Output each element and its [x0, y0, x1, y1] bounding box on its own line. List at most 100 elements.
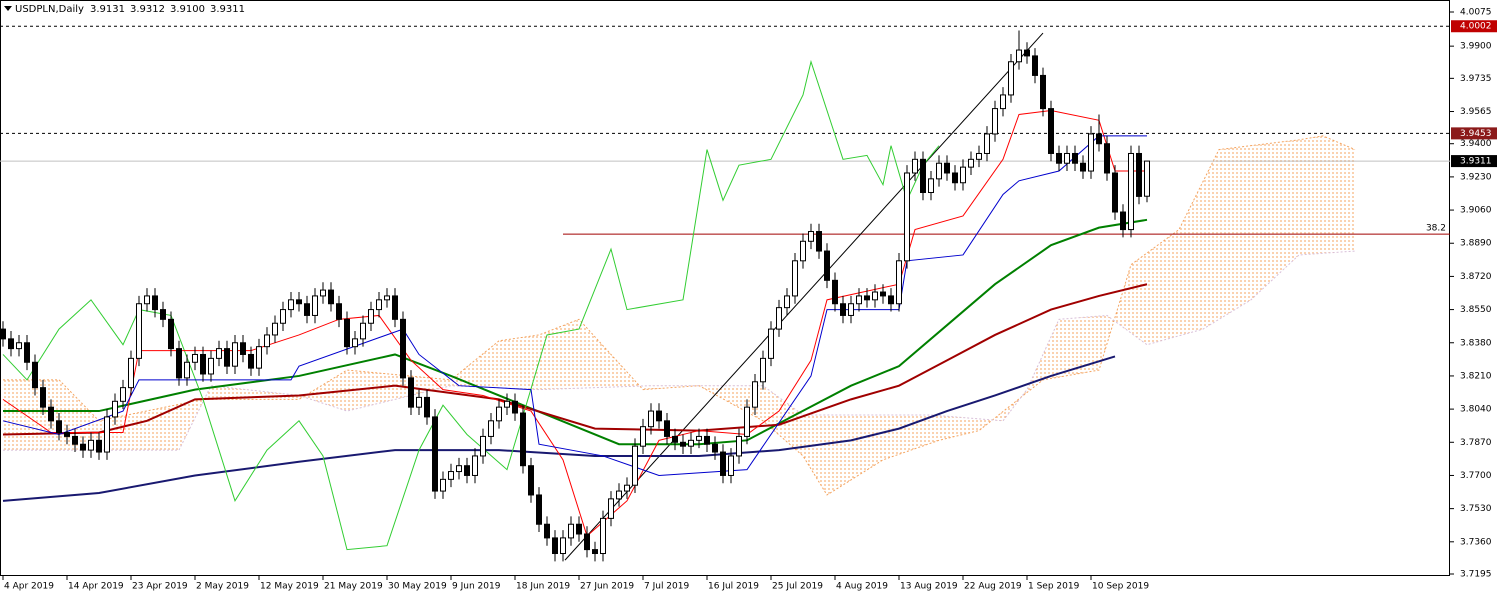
y-tick-label: 3.9735 [1460, 74, 1492, 84]
candle-body [808, 231, 814, 242]
chart-title: USDPLN,Daily [15, 4, 84, 15]
y-tick-label: 3.7360 [1460, 537, 1492, 547]
candle-body [1128, 152, 1134, 231]
candle-body [368, 309, 374, 324]
indicator-line [3, 218, 1148, 446]
candle-body [48, 406, 54, 422]
x-tick-label: 4 Apr 2019 [4, 582, 54, 592]
y-tick-label: 3.8890 [1460, 239, 1492, 249]
candle-body [976, 152, 982, 160]
cloud-fill [3, 135, 1355, 495]
plot-layer: 38.2 [0, 25, 1450, 562]
candle-body [8, 338, 14, 350]
candle-body [880, 291, 886, 297]
candle-body [896, 260, 902, 305]
candle-body [1080, 162, 1086, 172]
candle-body [1016, 49, 1022, 63]
candle-body [680, 441, 686, 447]
candle-body [776, 307, 782, 330]
x-tick-label: 18 Jun 2019 [516, 582, 570, 592]
indicator-line [2, 110, 1147, 537]
candle-body [1048, 108, 1054, 154]
candle-body [88, 439, 94, 451]
candle-body [616, 490, 622, 500]
x-tick-label: 27 Jun 2019 [580, 582, 634, 592]
candle-body [1040, 74, 1046, 110]
candle-body [64, 432, 70, 437]
candle-body [96, 439, 102, 453]
x-tick-label: 10 Sep 2019 [1092, 582, 1149, 592]
x-tick-label: 30 May 2019 [388, 582, 447, 592]
candle-body [872, 291, 878, 301]
candle-body [1056, 152, 1062, 164]
candle-body [664, 420, 670, 437]
candle-body [544, 523, 550, 539]
candle-body [304, 303, 310, 316]
candle-body [16, 342, 22, 350]
candle-body [56, 420, 62, 434]
candle-body [528, 465, 534, 496]
candle-body [248, 353, 254, 369]
price-tag [1451, 20, 1497, 33]
candle-body [840, 303, 846, 316]
candle-body [816, 231, 822, 252]
x-tick-label: 7 Jul 2019 [644, 582, 689, 592]
candle-body [728, 455, 734, 476]
candle-body [360, 322, 366, 340]
trendline [564, 32, 1044, 561]
candle-body [264, 334, 270, 348]
candle-body [536, 494, 542, 525]
candle-body [40, 387, 46, 408]
candle-body [736, 435, 742, 457]
x-tick-label: 21 May 2019 [324, 582, 383, 592]
candle-body [408, 377, 414, 408]
candle-body [560, 537, 566, 555]
candle-body [200, 353, 206, 375]
y-tick-label: 3.8550 [1460, 305, 1492, 315]
candle-body [128, 357, 134, 389]
y-tick-label: 3.8040 [1460, 405, 1492, 415]
y-tick-label: 3.9230 [1460, 172, 1492, 182]
candle-body [760, 357, 766, 383]
candle-body [768, 328, 774, 359]
header-close: 3.9311 [210, 4, 245, 15]
candle-body [1136, 152, 1142, 197]
candle-body [1144, 160, 1150, 197]
header-high: 3.9312 [130, 4, 165, 15]
candle-body [416, 396, 422, 408]
candle-body [904, 172, 910, 262]
price-tag [1451, 127, 1497, 140]
candle-body [672, 435, 678, 443]
x-tick-label: 9 Jun 2019 [452, 582, 501, 592]
header-open: 3.9131 [90, 4, 125, 15]
candle-body [0, 328, 6, 340]
candle-body [208, 357, 214, 375]
candle-body [1008, 61, 1014, 96]
candle-body [72, 435, 78, 445]
plot-frame [0, 0, 1450, 576]
candle-body [640, 426, 646, 447]
candle-body [504, 400, 510, 408]
y-tick-label: 3.8380 [1460, 338, 1492, 348]
x-tick-label: 13 Aug 2019 [900, 582, 958, 592]
price-tag-label: 4.0002 [1460, 22, 1492, 32]
candle-body [1064, 152, 1070, 164]
candle-body [720, 451, 726, 476]
candle-body [520, 412, 526, 467]
x-tick-label: 1 Sep 2019 [1028, 582, 1080, 592]
y-tick-label: 3.9060 [1460, 206, 1492, 216]
candle-body [312, 295, 318, 316]
candle-body [800, 240, 806, 262]
candle-body [696, 435, 702, 441]
y-tick-label: 3.7870 [1460, 438, 1492, 448]
candle-body [592, 549, 598, 555]
candle-body [456, 465, 462, 473]
candle-body [912, 158, 918, 174]
candle-body [1104, 143, 1110, 174]
candle-body [792, 260, 798, 297]
candle-body [448, 471, 454, 480]
x-tick-label: 23 Apr 2019 [132, 582, 188, 592]
candle-body [1000, 94, 1006, 110]
